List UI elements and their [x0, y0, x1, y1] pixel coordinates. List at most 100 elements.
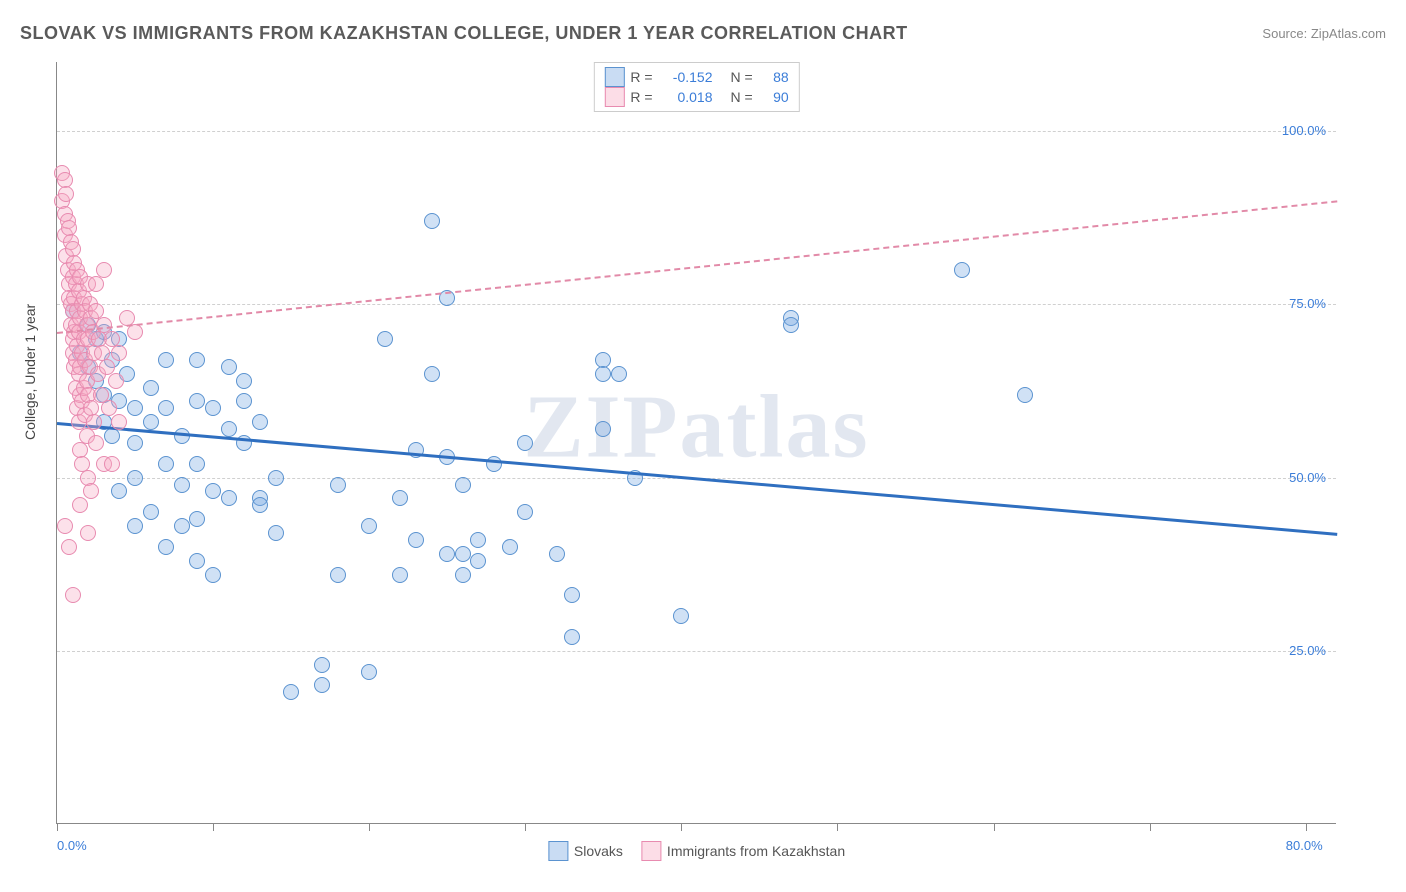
data-point	[673, 608, 689, 624]
trend-line	[57, 422, 1337, 536]
data-point	[174, 477, 190, 493]
data-point	[314, 657, 330, 673]
data-point	[143, 380, 159, 396]
y-axis-title: College, Under 1 year	[22, 304, 38, 440]
data-point	[595, 421, 611, 437]
data-point	[174, 518, 190, 534]
data-point	[470, 532, 486, 548]
data-point	[486, 456, 502, 472]
y-tick-label: 75.0%	[1289, 296, 1326, 311]
data-point	[111, 345, 127, 361]
data-point	[205, 400, 221, 416]
data-point	[783, 317, 799, 333]
data-point	[564, 587, 580, 603]
data-point	[96, 262, 112, 278]
data-point	[361, 664, 377, 680]
x-tick	[1306, 823, 1307, 831]
data-point	[439, 546, 455, 562]
data-point	[424, 213, 440, 229]
x-tick	[1150, 823, 1151, 831]
data-point	[88, 276, 104, 292]
legend-series: Slovaks Immigrants from Kazakhstan	[548, 841, 845, 861]
legend-swatch	[548, 841, 568, 861]
source-label: Source: ZipAtlas.com	[1262, 26, 1386, 41]
x-tick	[837, 823, 838, 831]
data-point	[88, 435, 104, 451]
x-tick	[994, 823, 995, 831]
data-point	[470, 553, 486, 569]
x-tick	[369, 823, 370, 831]
data-point	[236, 373, 252, 389]
legend-swatch	[604, 87, 624, 107]
gridline	[57, 304, 1336, 305]
gridline	[57, 131, 1336, 132]
data-point	[377, 331, 393, 347]
data-point	[158, 400, 174, 416]
data-point	[80, 525, 96, 541]
chart-plot-area: ZIPatlas R =-0.152N =88R =0.018N =90 Slo…	[56, 62, 1336, 824]
data-point	[127, 400, 143, 416]
legend-row: R =0.018N =90	[604, 87, 788, 107]
data-point	[189, 393, 205, 409]
data-point	[127, 518, 143, 534]
data-point	[455, 477, 471, 493]
y-tick-label: 100.0%	[1282, 123, 1326, 138]
data-point	[517, 435, 533, 451]
data-point	[221, 359, 237, 375]
data-point	[101, 400, 117, 416]
data-point	[611, 366, 627, 382]
data-point	[314, 677, 330, 693]
data-point	[189, 456, 205, 472]
data-point	[268, 525, 284, 541]
data-point	[283, 684, 299, 700]
data-point	[57, 518, 73, 534]
data-point	[564, 629, 580, 645]
data-point	[595, 366, 611, 382]
data-point	[392, 490, 408, 506]
data-point	[205, 567, 221, 583]
data-point	[1017, 387, 1033, 403]
data-point	[502, 539, 518, 555]
data-point	[143, 414, 159, 430]
data-point	[104, 428, 120, 444]
data-point	[127, 470, 143, 486]
data-point	[61, 539, 77, 555]
x-tick	[681, 823, 682, 831]
data-point	[86, 414, 102, 430]
legend-swatch	[641, 841, 661, 861]
data-point	[252, 414, 268, 430]
trend-line	[57, 201, 1337, 335]
data-point	[158, 352, 174, 368]
data-point	[221, 490, 237, 506]
data-point	[954, 262, 970, 278]
data-point	[424, 366, 440, 382]
data-point	[65, 587, 81, 603]
data-point	[189, 553, 205, 569]
data-point	[108, 373, 124, 389]
data-point	[58, 186, 74, 202]
x-tick	[525, 823, 526, 831]
data-point	[83, 483, 99, 499]
legend-row: R =-0.152N =88	[604, 67, 788, 87]
data-point	[205, 483, 221, 499]
data-point	[549, 546, 565, 562]
y-tick-label: 50.0%	[1289, 470, 1326, 485]
legend-item: Slovaks	[548, 841, 623, 861]
data-point	[517, 504, 533, 520]
data-point	[143, 504, 159, 520]
data-point	[127, 435, 143, 451]
chart-title: SLOVAK VS IMMIGRANTS FROM KAZAKHSTAN COL…	[20, 23, 908, 44]
x-tick	[213, 823, 214, 831]
data-point	[330, 477, 346, 493]
data-point	[72, 497, 88, 513]
data-point	[392, 567, 408, 583]
data-point	[455, 546, 471, 562]
legend-item: Immigrants from Kazakhstan	[641, 841, 845, 861]
gridline	[57, 651, 1336, 652]
legend-swatch	[604, 67, 624, 87]
data-point	[455, 567, 471, 583]
data-point	[111, 414, 127, 430]
data-point	[408, 532, 424, 548]
y-tick-label: 25.0%	[1289, 643, 1326, 658]
x-tick-label: 0.0%	[57, 838, 87, 853]
